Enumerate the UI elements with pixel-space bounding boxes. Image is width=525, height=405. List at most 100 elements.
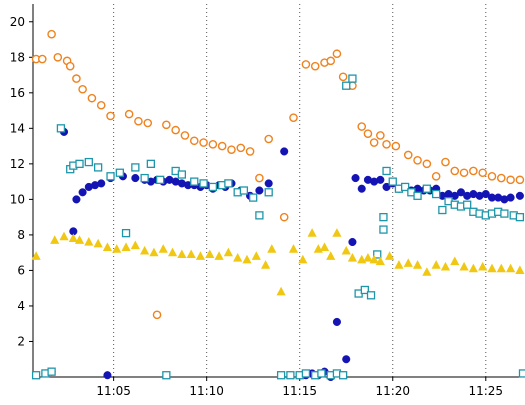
data-point bbox=[388, 177, 397, 186]
data-point bbox=[478, 261, 488, 271]
data-point bbox=[131, 163, 140, 172]
data-point bbox=[158, 244, 168, 253]
x-tick-label: 11:05 bbox=[96, 384, 131, 398]
y-tick-label: 6 bbox=[17, 263, 25, 277]
data-point bbox=[236, 143, 246, 153]
data-point bbox=[394, 260, 404, 269]
data-point bbox=[505, 263, 516, 273]
data-point bbox=[162, 371, 171, 380]
data-point bbox=[385, 251, 395, 260]
data-point bbox=[53, 52, 63, 62]
data-point bbox=[84, 237, 94, 246]
data-point bbox=[351, 174, 360, 183]
data-markers bbox=[31, 29, 525, 382]
data-point bbox=[468, 263, 478, 273]
data-point bbox=[121, 242, 131, 251]
data-point bbox=[74, 235, 85, 244]
data-point bbox=[288, 244, 299, 253]
data-point bbox=[233, 252, 243, 262]
data-point bbox=[481, 190, 490, 199]
data-point bbox=[438, 205, 447, 215]
data-point bbox=[348, 74, 357, 83]
data-point bbox=[195, 251, 206, 260]
data-point bbox=[506, 193, 515, 202]
data-point bbox=[301, 369, 311, 378]
data-point bbox=[301, 60, 311, 69]
data-point bbox=[38, 54, 47, 64]
data-point bbox=[403, 258, 413, 267]
data-point bbox=[156, 175, 165, 184]
data-point bbox=[357, 122, 367, 131]
data-point bbox=[412, 260, 423, 269]
x-tick-label: 11:15 bbox=[282, 384, 317, 398]
data-point bbox=[167, 247, 178, 257]
data-point bbox=[162, 120, 171, 130]
data-point bbox=[152, 310, 162, 320]
data-point bbox=[96, 100, 106, 110]
data-point bbox=[97, 179, 106, 188]
data-point bbox=[279, 212, 289, 222]
data-point bbox=[106, 111, 115, 121]
data-point bbox=[401, 182, 410, 192]
data-point bbox=[459, 168, 469, 178]
data-point bbox=[276, 286, 286, 296]
data-point bbox=[146, 159, 155, 169]
y-tick-label: 18 bbox=[10, 50, 25, 64]
data-point bbox=[242, 254, 252, 264]
data-point bbox=[286, 371, 295, 380]
data-point bbox=[186, 249, 196, 259]
data-point bbox=[245, 147, 255, 156]
data-point bbox=[140, 245, 150, 255]
data-point bbox=[31, 251, 41, 260]
series-open-circle bbox=[31, 29, 525, 320]
data-point bbox=[347, 252, 358, 262]
data-point bbox=[171, 125, 180, 135]
data-point bbox=[189, 136, 199, 146]
data-point bbox=[338, 371, 348, 380]
data-point bbox=[255, 211, 264, 220]
data-point bbox=[317, 369, 326, 378]
data-point bbox=[190, 177, 199, 186]
data-point bbox=[441, 157, 450, 167]
data-point bbox=[487, 171, 497, 181]
data-point bbox=[112, 244, 122, 253]
data-point bbox=[149, 247, 159, 257]
data-point bbox=[342, 355, 351, 364]
data-point bbox=[332, 317, 341, 326]
series-filled-triangle bbox=[31, 228, 525, 296]
data-point bbox=[205, 249, 215, 259]
data-point bbox=[106, 172, 115, 181]
data-point bbox=[326, 251, 336, 260]
data-point bbox=[93, 238, 103, 248]
data-point bbox=[326, 56, 336, 66]
data-point bbox=[515, 175, 525, 185]
data-point bbox=[369, 138, 379, 147]
data-point bbox=[518, 369, 525, 378]
series-filled-circle bbox=[41, 127, 524, 382]
data-point bbox=[357, 184, 366, 193]
data-point bbox=[413, 191, 422, 200]
data-point bbox=[93, 163, 103, 172]
tick-labels: 11:05 11:10 11:15 11:20 11:25 2 4 6 8 10 12 14 16 18 2… bbox=[10, 15, 503, 398]
y-tick-label: 4 bbox=[17, 299, 25, 313]
data-point bbox=[115, 168, 124, 177]
data-point bbox=[515, 265, 525, 275]
data-point bbox=[260, 260, 271, 269]
data-point bbox=[59, 231, 69, 241]
data-point bbox=[84, 157, 93, 167]
data-point bbox=[177, 249, 187, 259]
data-point bbox=[422, 267, 432, 276]
data-point bbox=[239, 186, 249, 195]
data-point bbox=[280, 147, 289, 156]
data-point bbox=[432, 189, 441, 199]
data-point bbox=[102, 242, 113, 251]
data-point bbox=[264, 188, 273, 197]
data-point bbox=[267, 244, 277, 253]
y-tick-label: 12 bbox=[10, 157, 25, 171]
data-point bbox=[363, 129, 373, 138]
data-point bbox=[31, 371, 41, 380]
y-tick-label: 14 bbox=[10, 121, 25, 135]
data-point bbox=[289, 113, 298, 122]
data-point bbox=[121, 228, 131, 238]
data-point bbox=[143, 118, 153, 128]
